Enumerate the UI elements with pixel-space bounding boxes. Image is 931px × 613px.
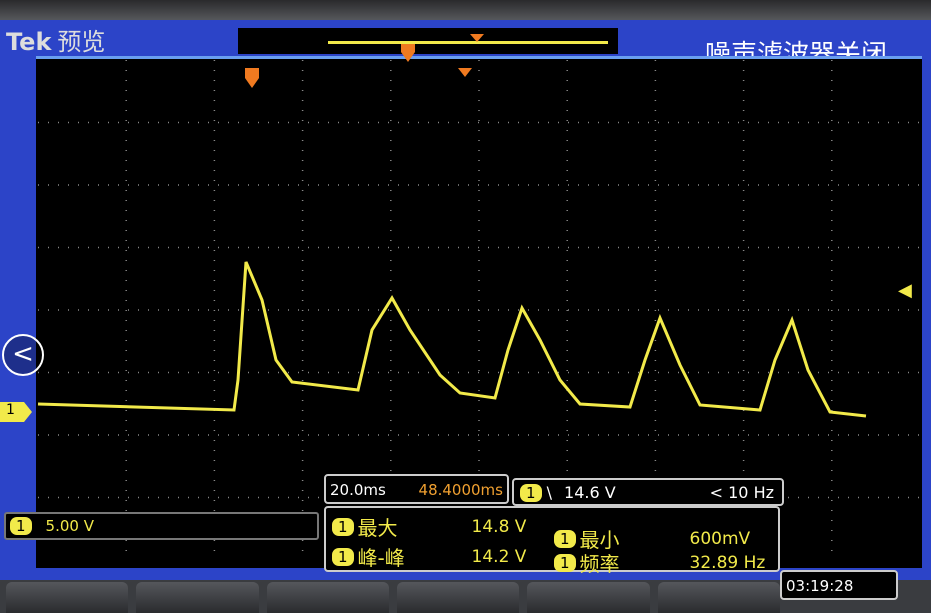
measurement-label: 峰-峰	[357, 546, 405, 570]
channel-1-scale-box[interactable]: 1 5.00 V	[4, 512, 319, 540]
time-position: 48.4000ms	[418, 481, 503, 499]
soft-key[interactable]	[527, 582, 650, 613]
channel-scale: 5.00 V	[45, 517, 94, 535]
record-overview-trace	[328, 41, 608, 44]
trigger-level: 14.6 V	[564, 483, 616, 502]
soft-key[interactable]	[396, 582, 520, 613]
measurement-value: 14.8 V	[471, 516, 527, 537]
back-icon[interactable]: <	[2, 334, 44, 376]
soft-keys	[0, 582, 780, 613]
soft-key[interactable]	[6, 582, 129, 613]
overview-trigger-marker	[401, 44, 415, 62]
measurement-value: 32.89 Hz	[689, 552, 766, 573]
brand-logo: Tek	[6, 28, 52, 56]
channel-1-ground-marker[interactable]: 1	[0, 402, 32, 422]
clock: 03:19:28	[780, 570, 898, 600]
expansion-point-marker	[458, 68, 472, 77]
record-overview	[238, 28, 618, 54]
measurements-panel: 1 最大 14.8 V 1 峰-峰 14.2 V 1 最小 600mV 1 频率 32.89 H…	[324, 506, 780, 576]
measurement-value: 600mV	[689, 528, 751, 549]
scope-bezel	[0, 0, 931, 22]
header: Tek 预览	[6, 22, 105, 57]
measurement-min[interactable]: 1 最小 600mV	[554, 524, 750, 553]
soft-key[interactable]	[136, 582, 259, 613]
mode-label: 预览	[57, 28, 106, 56]
channel-badge: 1	[554, 529, 576, 548]
measurement-max[interactable]: 1 最大 14.8 V	[332, 512, 526, 541]
trigger-box[interactable]: 1 \ 14.6 V < 10 Hz	[512, 478, 784, 506]
measurement-frequency[interactable]: 1 频率 32.89 Hz	[554, 548, 765, 577]
channel-badge: 1	[554, 553, 576, 572]
trigger-frequency: < 10 Hz	[709, 483, 774, 502]
timebase-box[interactable]: 20.0ms 48.4000ms	[324, 474, 509, 504]
trigger-level-marker[interactable]: ◀	[898, 280, 912, 301]
measurement-value: 14.2 V	[471, 546, 527, 567]
soft-key[interactable]	[657, 582, 780, 613]
channel-badge: 1	[10, 517, 32, 535]
measurement-label: 最小	[579, 528, 620, 552]
channel-badge: 1	[332, 547, 354, 566]
channel-badge: 1	[332, 517, 354, 536]
trigger-position-marker	[245, 68, 259, 88]
overview-view-marker	[470, 34, 484, 42]
time-scale: 20.0ms	[330, 481, 386, 499]
channel-1-trace	[37, 261, 867, 418]
measurement-label: 最大	[357, 516, 398, 540]
measurement-label: 频率	[579, 552, 620, 576]
soft-key[interactable]	[266, 582, 389, 613]
measurement-peak-to-peak[interactable]: 1 峰-峰 14.2 V	[332, 542, 526, 571]
trigger-channel-badge: 1	[520, 484, 542, 502]
falling-edge-icon: \	[546, 483, 553, 502]
